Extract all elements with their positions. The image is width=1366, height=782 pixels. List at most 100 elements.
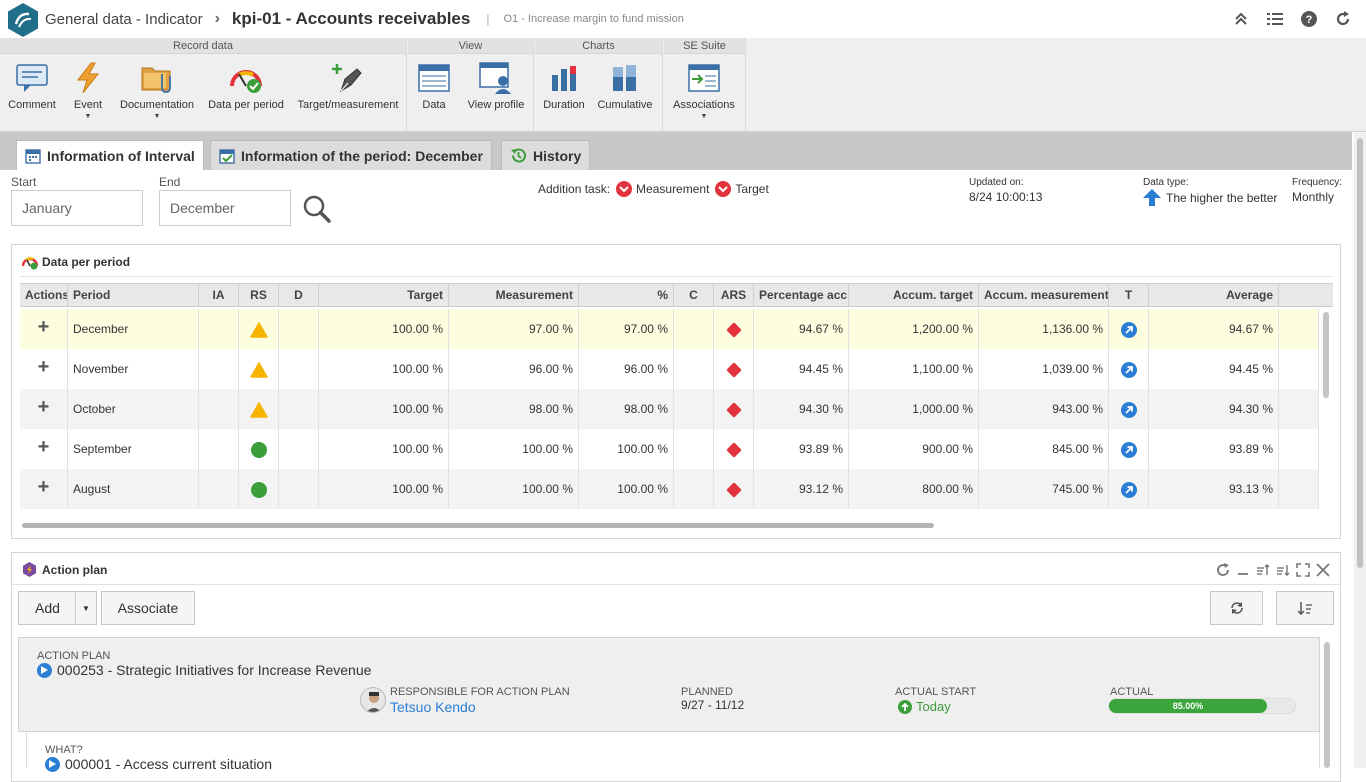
expand-row-icon[interactable]: + [20,389,68,429]
table-row[interactable]: + October 100.00 % 98.00 % 98.00 % 94.30 % 1,0… [20,389,1319,429]
col-d[interactable]: D [279,284,319,307]
duration-chart-button[interactable]: Duration [541,60,587,111]
expand-row-icon[interactable]: + [20,309,68,349]
app-logo-icon[interactable] [5,2,41,38]
minimize-icon[interactable] [1236,563,1250,577]
page-scrollbar[interactable] [1354,132,1366,768]
ribbon-group-label: SE Suite [664,38,745,54]
cell-accum-target: 1,200.00 % [849,309,979,349]
responsible-link[interactable]: Tetsuo Kendo [390,699,476,715]
table-row[interactable]: + December 100.00 % 97.00 % 97.00 % 94.67 % 1,… [20,309,1319,349]
page-subtitle: O1 - Increase margin to fund mission [503,13,684,25]
cell-empty [199,429,239,469]
list-icon[interactable] [1264,9,1286,29]
view-profile-button[interactable]: View profile [464,60,528,111]
close-icon[interactable] [1316,563,1330,577]
sort-asc-icon[interactable] [1256,563,1270,577]
expand-row-icon[interactable]: + [20,429,68,469]
target-task-icon[interactable] [715,181,732,197]
card-name[interactable]: 000253 - Strategic Initiatives for Incre… [37,662,371,678]
col-average[interactable]: Average [1149,284,1279,307]
tab-information-of-period[interactable]: Information of the period: December [210,140,492,170]
pen-plus-icon [332,64,362,93]
col-accum-target[interactable]: Accum. target [849,284,979,307]
add-dropdown-button[interactable]: Add ▼ [18,591,97,625]
breadcrumb[interactable]: General data - Indicator [45,10,203,28]
cell-average: 94.67 % [1149,309,1279,349]
addition-task: Addition task: Measurement Target [538,181,769,197]
status-critical-icon [714,469,754,509]
panel-tools [1216,563,1330,577]
cell-empty [199,469,239,509]
expand-row-icon[interactable]: + [20,469,68,509]
grid-vertical-scrollbar[interactable] [1323,312,1329,398]
sort-button[interactable] [1276,591,1334,625]
sub-name[interactable]: 000001 - Access current situation [45,756,272,772]
col-c[interactable]: C [674,284,714,307]
cell-empty [674,389,714,429]
sync-button[interactable] [1210,591,1263,625]
action-subcard[interactable]: WHAT? 000001 - Access current situation [26,732,1320,772]
progress-fill: 85.00% [1109,699,1268,713]
refresh-icon[interactable] [1332,9,1354,29]
col-percentage-acc[interactable]: Percentage acc [754,284,849,307]
start-field[interactable]: January [11,190,143,226]
grid-horizontal-scrollbar[interactable] [22,523,934,528]
updated-value: 8/24 10:00:13 [969,190,1043,204]
expand-row-icon[interactable]: + [20,349,68,389]
associations-button[interactable]: Associations ▼ [670,60,738,120]
action-plan-card[interactable]: ACTION PLAN 000253 - Strategic Initiativ… [18,637,1320,732]
data-per-period-button[interactable]: Data per period [206,60,286,111]
end-field[interactable]: December [159,190,291,226]
col-t[interactable]: T [1109,284,1149,307]
col-target[interactable]: Target [319,284,449,307]
table-row[interactable]: + September 100.00 % 100.00 % 100.00 % 93.89 … [20,429,1319,469]
target-task-link[interactable]: Target [735,182,769,196]
progress-bar: 85.00% [1108,698,1296,714]
cell-measurement: 98.00 % [449,389,579,429]
cell-pct-acc: 94.45 % [754,349,849,389]
trend-up-icon [1109,429,1149,469]
breadcrumb-separator: › [214,10,220,27]
tab-information-of-interval[interactable]: Information of Interval [16,140,204,170]
cell-average: 93.13 % [1149,469,1279,509]
col-ia[interactable]: IA [199,284,239,307]
help-icon[interactable]: ? [1298,9,1320,29]
cumulative-chart-button[interactable]: Cumulative [597,60,653,111]
ribbon-group-record-data: Record data Comment Event ▼ Documentatio… [0,38,407,132]
col-rs[interactable]: RS [239,284,279,307]
target-measurement-button[interactable]: Target/measurement [296,60,400,111]
cell-pct: 96.00 % [579,349,674,389]
measurement-task-link[interactable]: Measurement [636,182,710,196]
col-actions[interactable]: Actions [20,284,68,307]
gauge-icon [22,257,38,270]
end-label: End [159,175,181,189]
comment-button[interactable]: Comment [6,60,58,111]
event-button[interactable]: Event ▼ [68,60,108,120]
tab-history[interactable]: History [501,140,591,170]
table-row[interactable]: + November 100.00 % 96.00 % 96.00 % 94.45 % 1,… [20,349,1319,389]
documentation-button[interactable]: Documentation ▼ [118,60,196,120]
col-measurement[interactable]: Measurement [449,284,579,307]
search-icon[interactable] [302,194,332,224]
cell-accum-measurement: 845.00 % [979,429,1109,469]
svg-text:?: ? [1306,14,1313,26]
cell-empty [674,309,714,349]
ribbon-toolbar: Record data Comment Event ▼ Documentatio… [0,38,1366,132]
sort-desc-icon[interactable] [1276,563,1290,577]
action-plan-scrollbar[interactable] [1324,642,1330,768]
associate-button[interactable]: Associate [101,591,195,625]
col-accum-measurement[interactable]: Accum. measurement [979,284,1109,307]
collapse-icon[interactable] [1230,9,1252,29]
measurement-task-icon[interactable] [616,181,633,197]
col-ars[interactable]: ARS [714,284,754,307]
cell-empty [199,389,239,429]
reload-icon[interactable] [1216,563,1230,577]
cell-period: August [68,469,199,509]
table-row[interactable]: + August 100.00 % 100.00 % 100.00 % 93.12 % 80… [20,469,1319,509]
cell-period: October [68,389,199,429]
data-view-button[interactable]: Data [416,60,452,111]
col-period[interactable]: Period [68,284,199,307]
col-percent[interactable]: % [579,284,674,307]
expand-icon[interactable] [1296,563,1310,577]
